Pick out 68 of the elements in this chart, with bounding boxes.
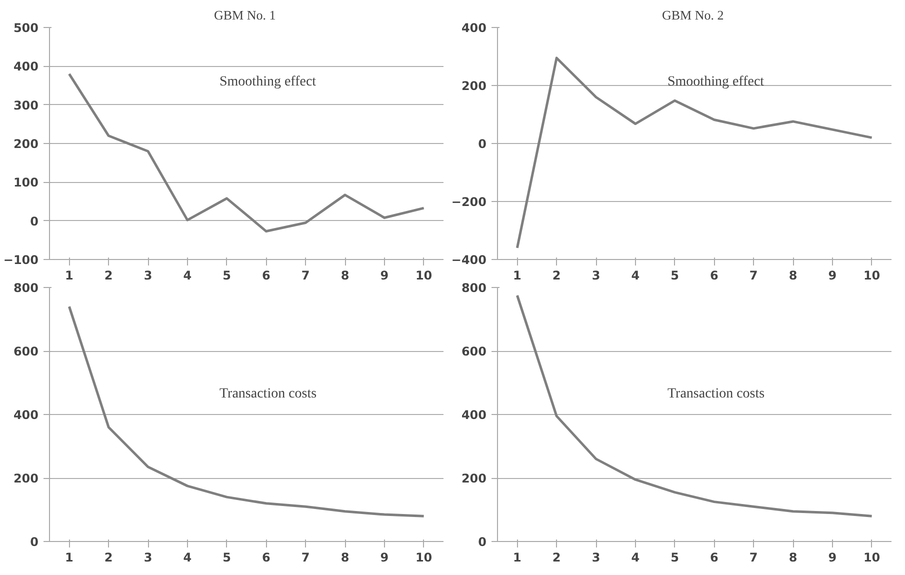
x-tick-label: 9 xyxy=(380,550,389,564)
chart-title: GBM No. 2 xyxy=(662,8,724,22)
x-tick-label: 10 xyxy=(415,268,432,282)
y-tick-label: 200 xyxy=(13,472,39,486)
x-tick-label: 8 xyxy=(340,268,350,282)
x-tick-label: 9 xyxy=(828,268,837,282)
x-tick-label: 3 xyxy=(144,550,152,564)
annotation: Smoothing effect xyxy=(668,74,764,90)
y-tick-label: 800 xyxy=(461,281,487,295)
annotation: Smoothing effect xyxy=(220,74,316,90)
y-tick-label: 400 xyxy=(13,408,39,422)
y-tick-label: 400 xyxy=(461,408,487,422)
chart-title: GBM No. 1 xyxy=(214,8,276,22)
y-tick-label: 0 xyxy=(478,137,487,151)
x-tick-label: 10 xyxy=(863,268,880,282)
x-tick-label: 3 xyxy=(592,550,600,564)
y-tick-label: 500 xyxy=(13,21,39,35)
y-tick-label: 100 xyxy=(13,176,39,190)
y-tick-label: 0 xyxy=(30,214,39,228)
y-tick-label: 0 xyxy=(478,535,487,549)
x-tick-label: 6 xyxy=(710,550,718,564)
x-tick-label: 4 xyxy=(183,550,192,564)
x-tick-label: 5 xyxy=(222,550,231,564)
y-tick-label: 200 xyxy=(13,137,39,151)
y-tick-label: 200 xyxy=(461,79,487,93)
x-tick-label: 5 xyxy=(670,550,679,564)
x-tick-label: 3 xyxy=(592,268,600,282)
y-tick-label: 600 xyxy=(461,344,487,358)
x-tick-label: 6 xyxy=(262,550,270,564)
x-tick-label: 3 xyxy=(144,268,152,282)
x-tick-label: 9 xyxy=(380,268,389,282)
x-tick-label: 2 xyxy=(104,550,113,564)
y-tick-label: −400 xyxy=(451,253,487,267)
x-tick-label: 2 xyxy=(552,268,561,282)
x-tick-label: 4 xyxy=(631,268,640,282)
x-tick-label: 7 xyxy=(749,550,758,564)
x-tick-label: 5 xyxy=(670,268,679,282)
annotation: Transaction costs xyxy=(220,386,317,402)
x-tick-label: 5 xyxy=(222,268,231,282)
x-tick-label: 8 xyxy=(788,550,798,564)
y-tick-label: 800 xyxy=(13,281,39,295)
y-tick-label: 300 xyxy=(13,98,39,112)
x-tick-label: 8 xyxy=(340,550,350,564)
x-tick-label: 6 xyxy=(262,268,270,282)
x-tick-label: 9 xyxy=(828,550,837,564)
x-tick-label: 7 xyxy=(301,268,310,282)
y-tick-label: 400 xyxy=(13,60,39,74)
x-tick-label: 7 xyxy=(749,268,758,282)
x-tick-label: 1 xyxy=(65,268,74,282)
y-tick-label: −100 xyxy=(3,253,39,267)
y-tick-label: 400 xyxy=(461,21,487,35)
x-tick-label: 10 xyxy=(863,550,880,564)
y-tick-label: 200 xyxy=(461,472,487,486)
x-tick-label: 2 xyxy=(104,268,113,282)
x-tick-label: 7 xyxy=(301,550,310,564)
y-tick-label: 600 xyxy=(13,344,39,358)
x-tick-label: 2 xyxy=(552,550,561,564)
x-tick-label: 6 xyxy=(710,268,718,282)
x-tick-label: 1 xyxy=(513,268,522,282)
x-tick-label: 4 xyxy=(183,268,192,282)
x-tick-label: 1 xyxy=(65,550,74,564)
x-tick-label: 4 xyxy=(631,550,640,564)
x-tick-label: 10 xyxy=(415,550,432,564)
x-tick-label: 1 xyxy=(513,550,522,564)
annotation: Transaction costs xyxy=(668,386,765,402)
x-tick-label: 8 xyxy=(788,268,798,282)
y-tick-label: 0 xyxy=(30,535,39,549)
y-tick-label: −200 xyxy=(451,195,487,209)
